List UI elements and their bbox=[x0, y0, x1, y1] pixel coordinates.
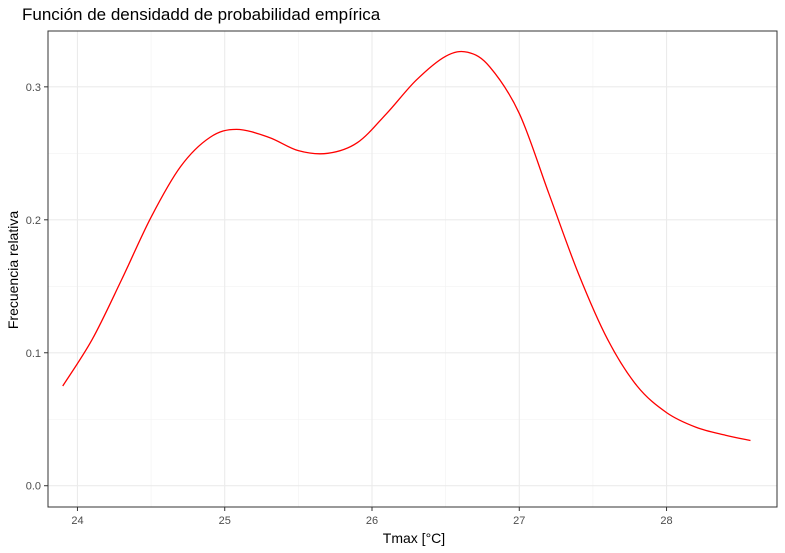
x-tick-label: 24 bbox=[71, 515, 83, 527]
y-tick-label: 0.3 bbox=[26, 82, 41, 94]
y-axis-title: Frecuencia relativa bbox=[5, 211, 21, 329]
density-line bbox=[62, 50, 751, 442]
chart-title: Función de densidadd de probabilidad emp… bbox=[22, 5, 381, 24]
series-layer bbox=[62, 50, 751, 442]
x-tick-label: 27 bbox=[513, 515, 525, 527]
y-axis-ticks: 0.0 0.1 0.2 0.3 bbox=[26, 82, 48, 493]
y-tick-label: 0.0 bbox=[26, 481, 41, 493]
y-tick-label: 0.2 bbox=[26, 215, 41, 227]
major-gridlines bbox=[48, 31, 777, 507]
x-tick-label: 28 bbox=[660, 515, 672, 527]
panel-border bbox=[47, 30, 778, 508]
x-axis-ticks: 24 25 26 27 28 bbox=[71, 507, 673, 527]
x-tick-label: 26 bbox=[366, 515, 378, 527]
x-axis-title: Tmax [°C] bbox=[383, 530, 445, 546]
minor-gridlines bbox=[48, 31, 777, 507]
y-tick-label: 0.1 bbox=[26, 348, 41, 360]
x-tick-label: 25 bbox=[219, 515, 231, 527]
